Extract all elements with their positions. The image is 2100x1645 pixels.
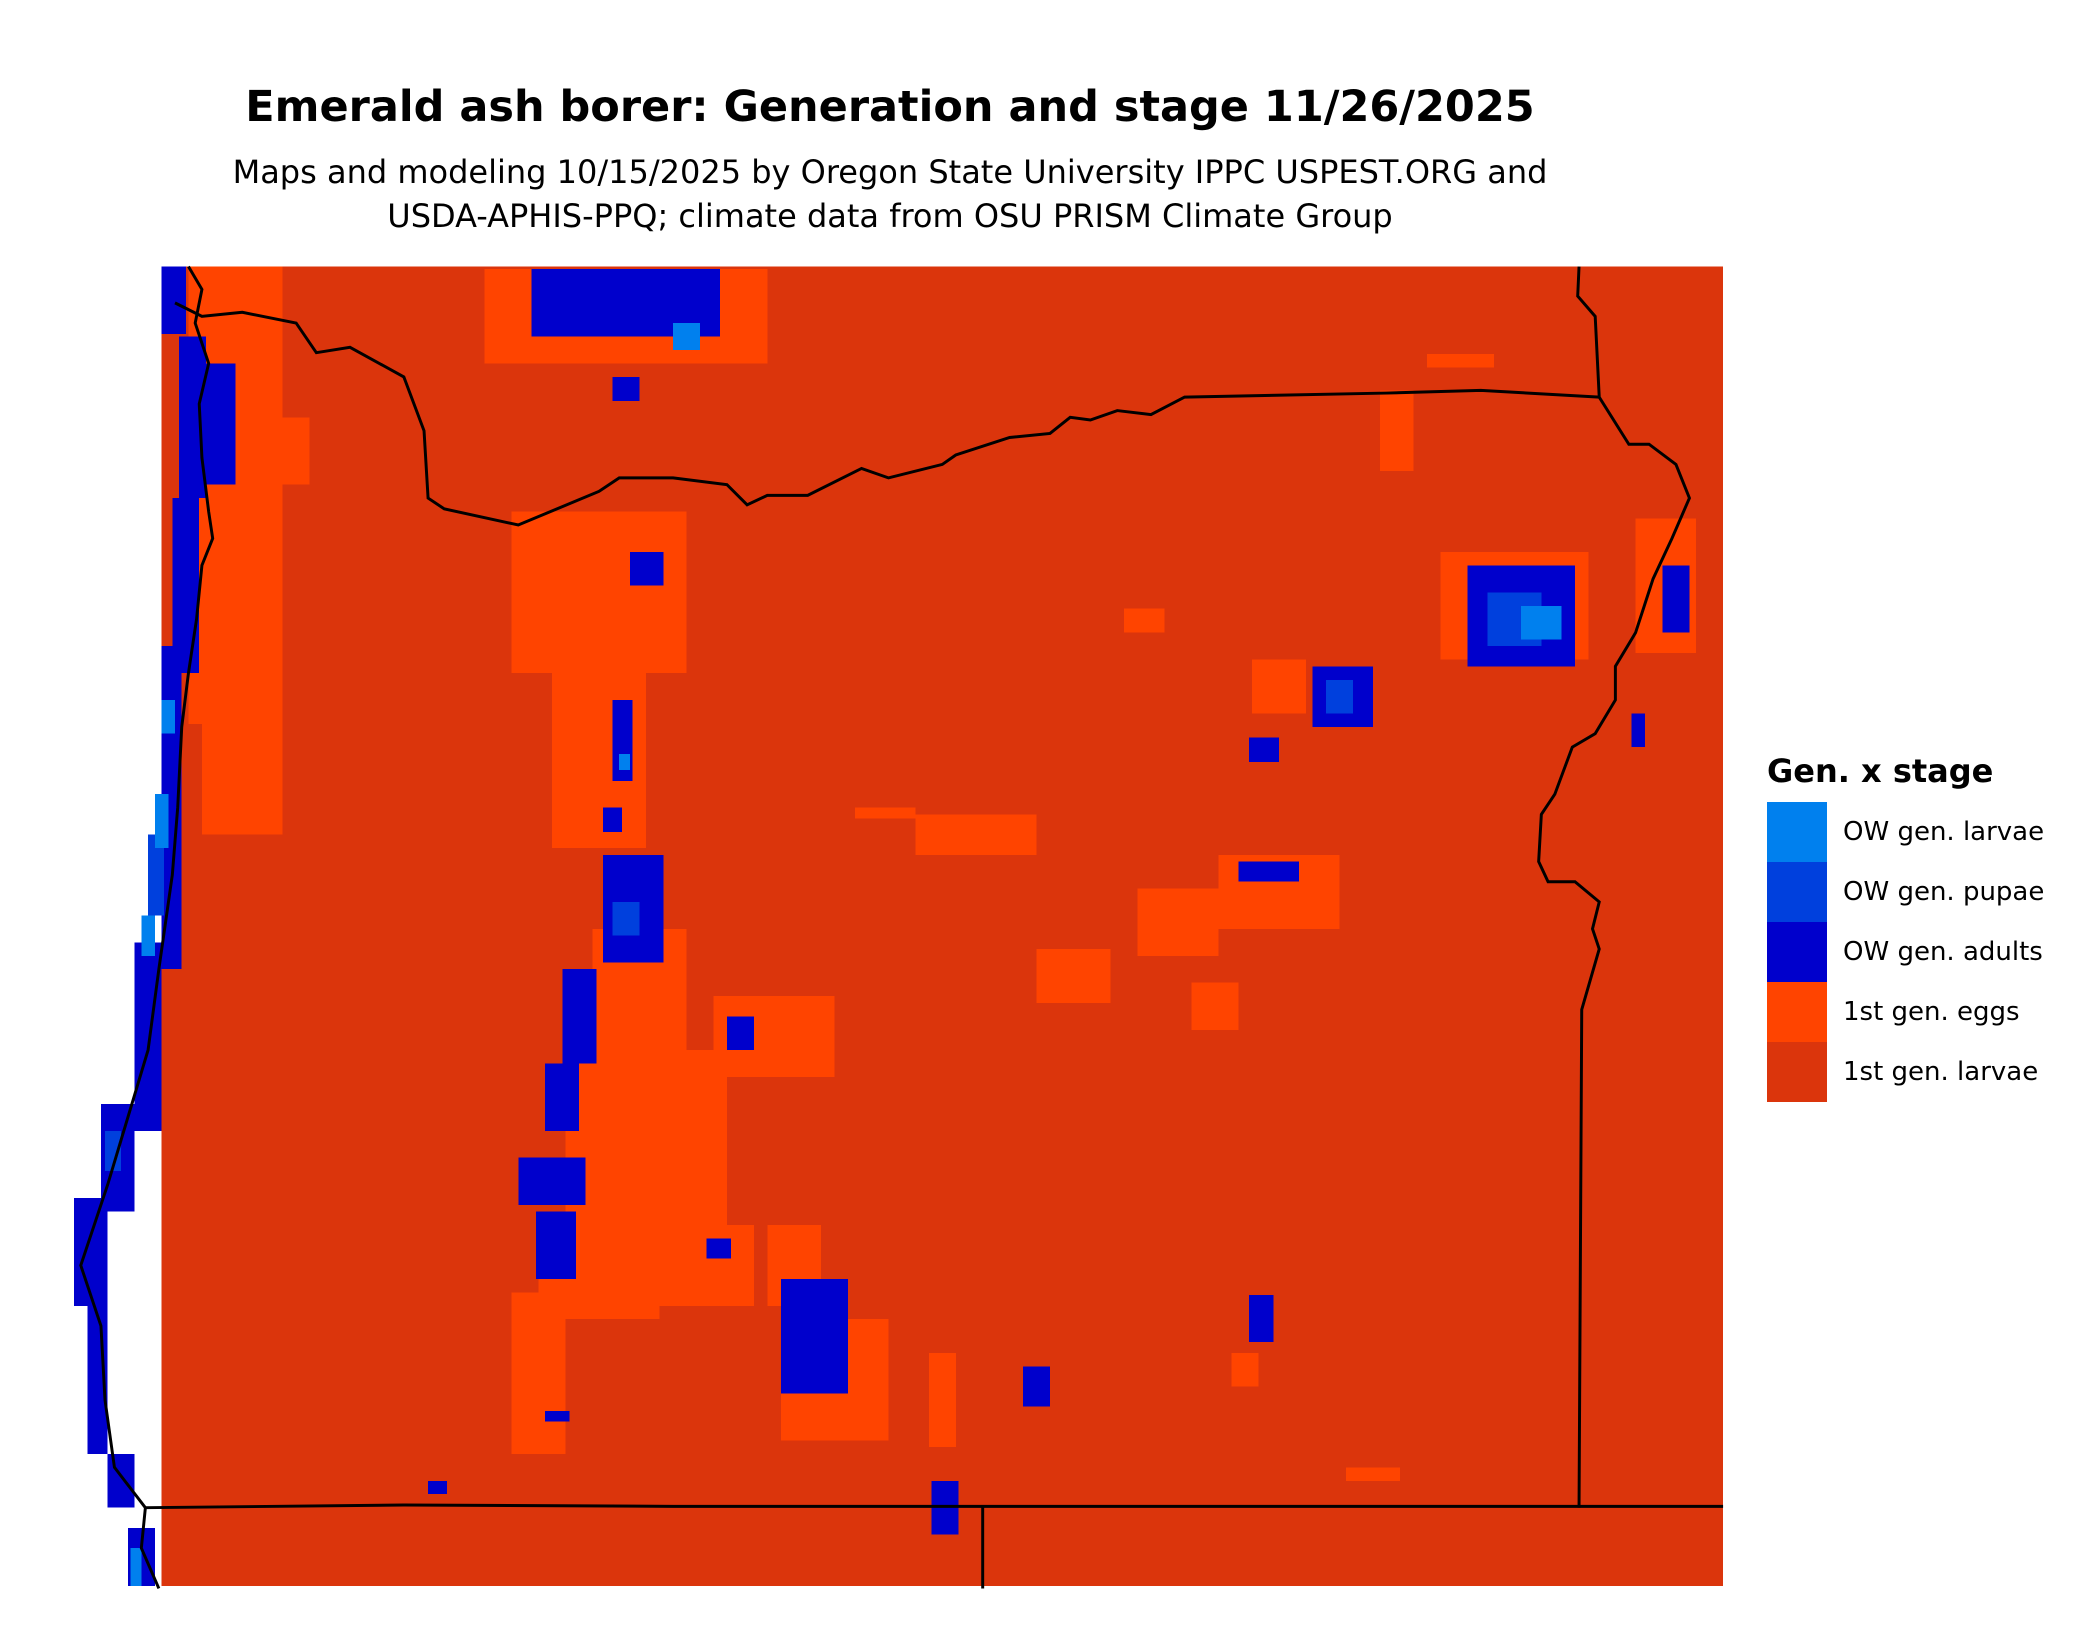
legend-swatch xyxy=(1767,982,1827,1042)
idaho-border xyxy=(1537,266,1692,1508)
legend-label: OW gen. pupae xyxy=(1843,877,2045,907)
legend: Gen. x stage OW gen. larvae OW gen. pupa… xyxy=(1767,752,2044,1102)
legend-item-ow-adults: OW gen. adults xyxy=(1767,922,2044,982)
legend-label: OW gen. adults xyxy=(1843,937,2043,967)
legend-label: OW gen. larvae xyxy=(1843,817,2045,847)
map-subtitle: Maps and modeling 10/15/2025 by Oregon S… xyxy=(0,150,1780,238)
legend-item-ow-pupae: OW gen. pupae xyxy=(1767,862,2044,922)
california-nevada-border xyxy=(145,1503,1724,1510)
raster-ow-larvae-areas xyxy=(130,323,1562,1586)
legend-item-ow-larvae: OW gen. larvae xyxy=(1767,802,2044,862)
legend-label: 1st gen. larvae xyxy=(1843,1057,2039,1087)
legend-title: Gen. x stage xyxy=(1767,752,1994,790)
legend-label: 1st gen. eggs xyxy=(1843,997,2020,1027)
legend-swatch xyxy=(1767,862,1827,922)
legend-item-1st-larvae: 1st gen. larvae xyxy=(1767,1042,2044,1102)
state-boundaries xyxy=(79,265,1724,1590)
legend-item-1st-eggs: 1st gen. eggs xyxy=(1767,982,2044,1042)
legend-swatch xyxy=(1767,1042,1827,1102)
legend-swatch xyxy=(1767,802,1827,862)
subtitle-line-1: Maps and modeling 10/15/2025 by Oregon S… xyxy=(232,153,1548,191)
subtitle-line-2: USDA-APHIS-PPQ; climate data from OSU PR… xyxy=(387,197,1393,235)
columbia-river-border xyxy=(174,301,1600,527)
legend-swatch xyxy=(1767,922,1827,982)
coastline xyxy=(79,265,215,1590)
map-raster xyxy=(74,266,1724,1586)
map-title: Emerald ash borer: Generation and stage … xyxy=(245,82,1535,132)
